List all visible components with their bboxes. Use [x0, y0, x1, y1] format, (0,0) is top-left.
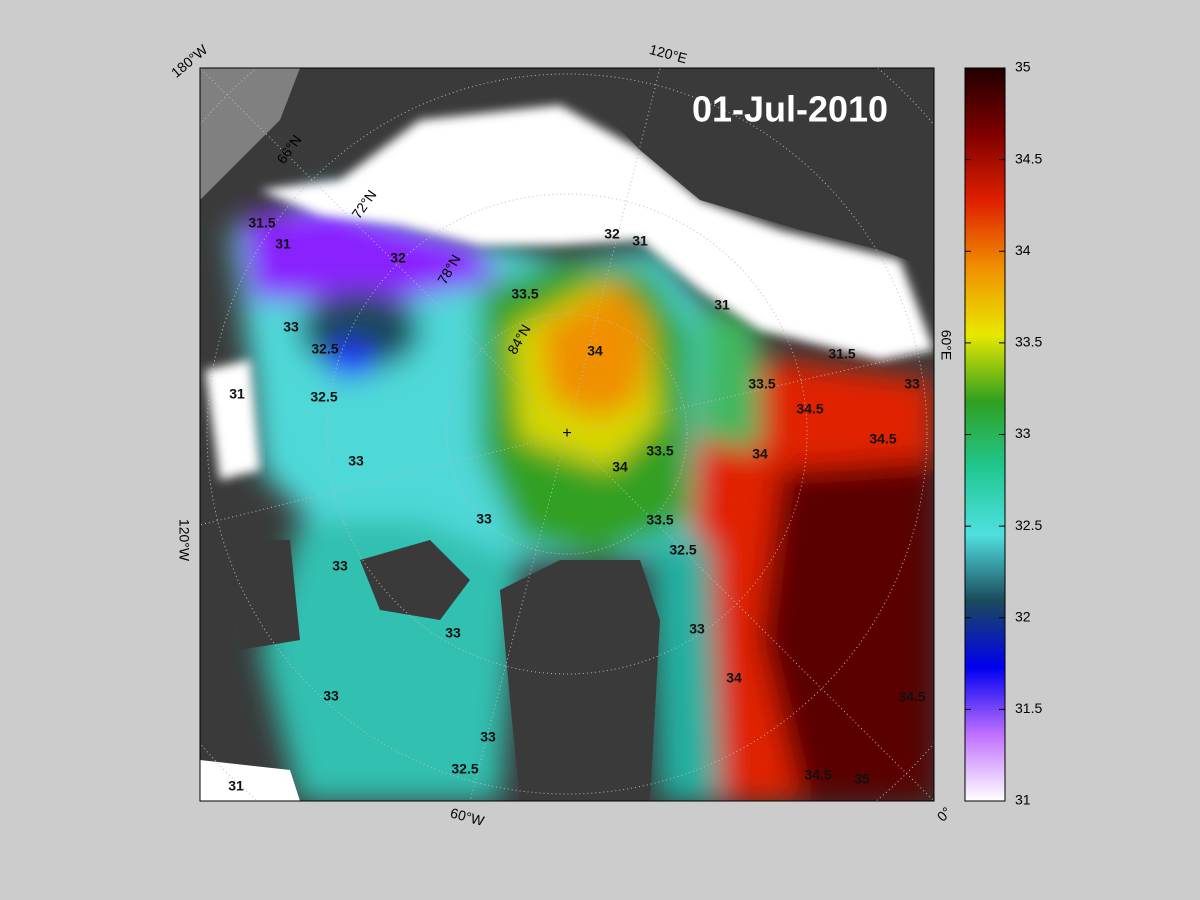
colorbar-tick-label: 33.5	[1015, 334, 1042, 350]
contour-label: 34.5	[898, 689, 925, 705]
colorbar-tick-label: 31.5	[1015, 700, 1042, 716]
longitude-label: 60°W	[449, 805, 487, 830]
colorbar-tick-label: 34.5	[1015, 150, 1042, 166]
contour-label: 33	[480, 729, 496, 745]
contour-label: 31	[229, 386, 245, 402]
longitude-label: 0°	[934, 804, 955, 825]
date-label: 01-Jul-2010	[692, 89, 888, 130]
islands	[360, 540, 470, 620]
longitude-label: 120°W	[176, 519, 192, 562]
contour-label: 31	[632, 233, 648, 249]
colorbar-tick-label: 32	[1015, 608, 1031, 624]
contour-label: 34	[587, 343, 603, 359]
contour-label: 34.5	[869, 431, 896, 447]
salinity-field	[230, 190, 934, 801]
map-frame	[199, 67, 935, 802]
contour-label: 33.5	[646, 443, 673, 459]
contour-label: 35	[854, 771, 870, 787]
sea-ice	[260, 105, 934, 360]
contour-label: 31.5	[828, 346, 855, 362]
greenland	[500, 560, 660, 801]
contour-label: 33	[332, 558, 348, 574]
contour-label: 33	[283, 319, 299, 335]
contour-label: 31	[275, 236, 291, 252]
contour-label: 32.5	[669, 542, 696, 558]
sea-ice	[200, 760, 300, 801]
contour-label: 33.5	[511, 286, 538, 302]
colorbar-tick-label: 31	[1015, 792, 1031, 808]
contour-label: 33	[689, 621, 705, 637]
contour-label: 33	[445, 625, 461, 641]
contour-label: 34	[726, 670, 742, 686]
longitude-label: 120°E	[648, 41, 689, 66]
canada	[230, 540, 300, 650]
contour-label: 33	[904, 376, 920, 392]
contour-label: 31	[714, 297, 730, 313]
land-mask	[200, 68, 300, 200]
contour-label: 32	[604, 226, 620, 242]
graticule	[200, 68, 934, 801]
contour-label: 31	[228, 778, 244, 794]
contour-label: 34	[612, 459, 628, 475]
contour-label: 33	[323, 688, 339, 704]
pole-marker: +	[562, 425, 571, 442]
contour-label: 31.5	[248, 215, 275, 231]
colorbar-tick-label: 34	[1015, 242, 1031, 258]
contour-label: 34.5	[804, 767, 831, 783]
contour-label: 33	[476, 511, 492, 527]
contour-label: 33	[348, 453, 364, 469]
contour-label: 32.5	[311, 341, 338, 357]
contour-label: 32	[390, 250, 406, 266]
contour-label: 34	[752, 446, 768, 462]
sea-ice	[205, 360, 260, 480]
colorbar-ticks: 31 31.5 32 32.5 33 33.5 34 34.5 35	[965, 59, 1042, 808]
siberia	[560, 68, 934, 270]
colorbar-tick-label: 33	[1015, 425, 1031, 441]
contour-label: 32.5	[310, 389, 337, 405]
colorbar-tick-label: 32.5	[1015, 517, 1042, 533]
colorbar-tick-label: 35	[1015, 59, 1031, 75]
longitude-label: 60°E	[938, 330, 954, 361]
contour-label: 33.5	[748, 376, 775, 392]
contour-label: 32.5	[451, 761, 478, 777]
contour-label: 34.5	[796, 401, 823, 417]
contour-label: 33.5	[646, 512, 673, 528]
